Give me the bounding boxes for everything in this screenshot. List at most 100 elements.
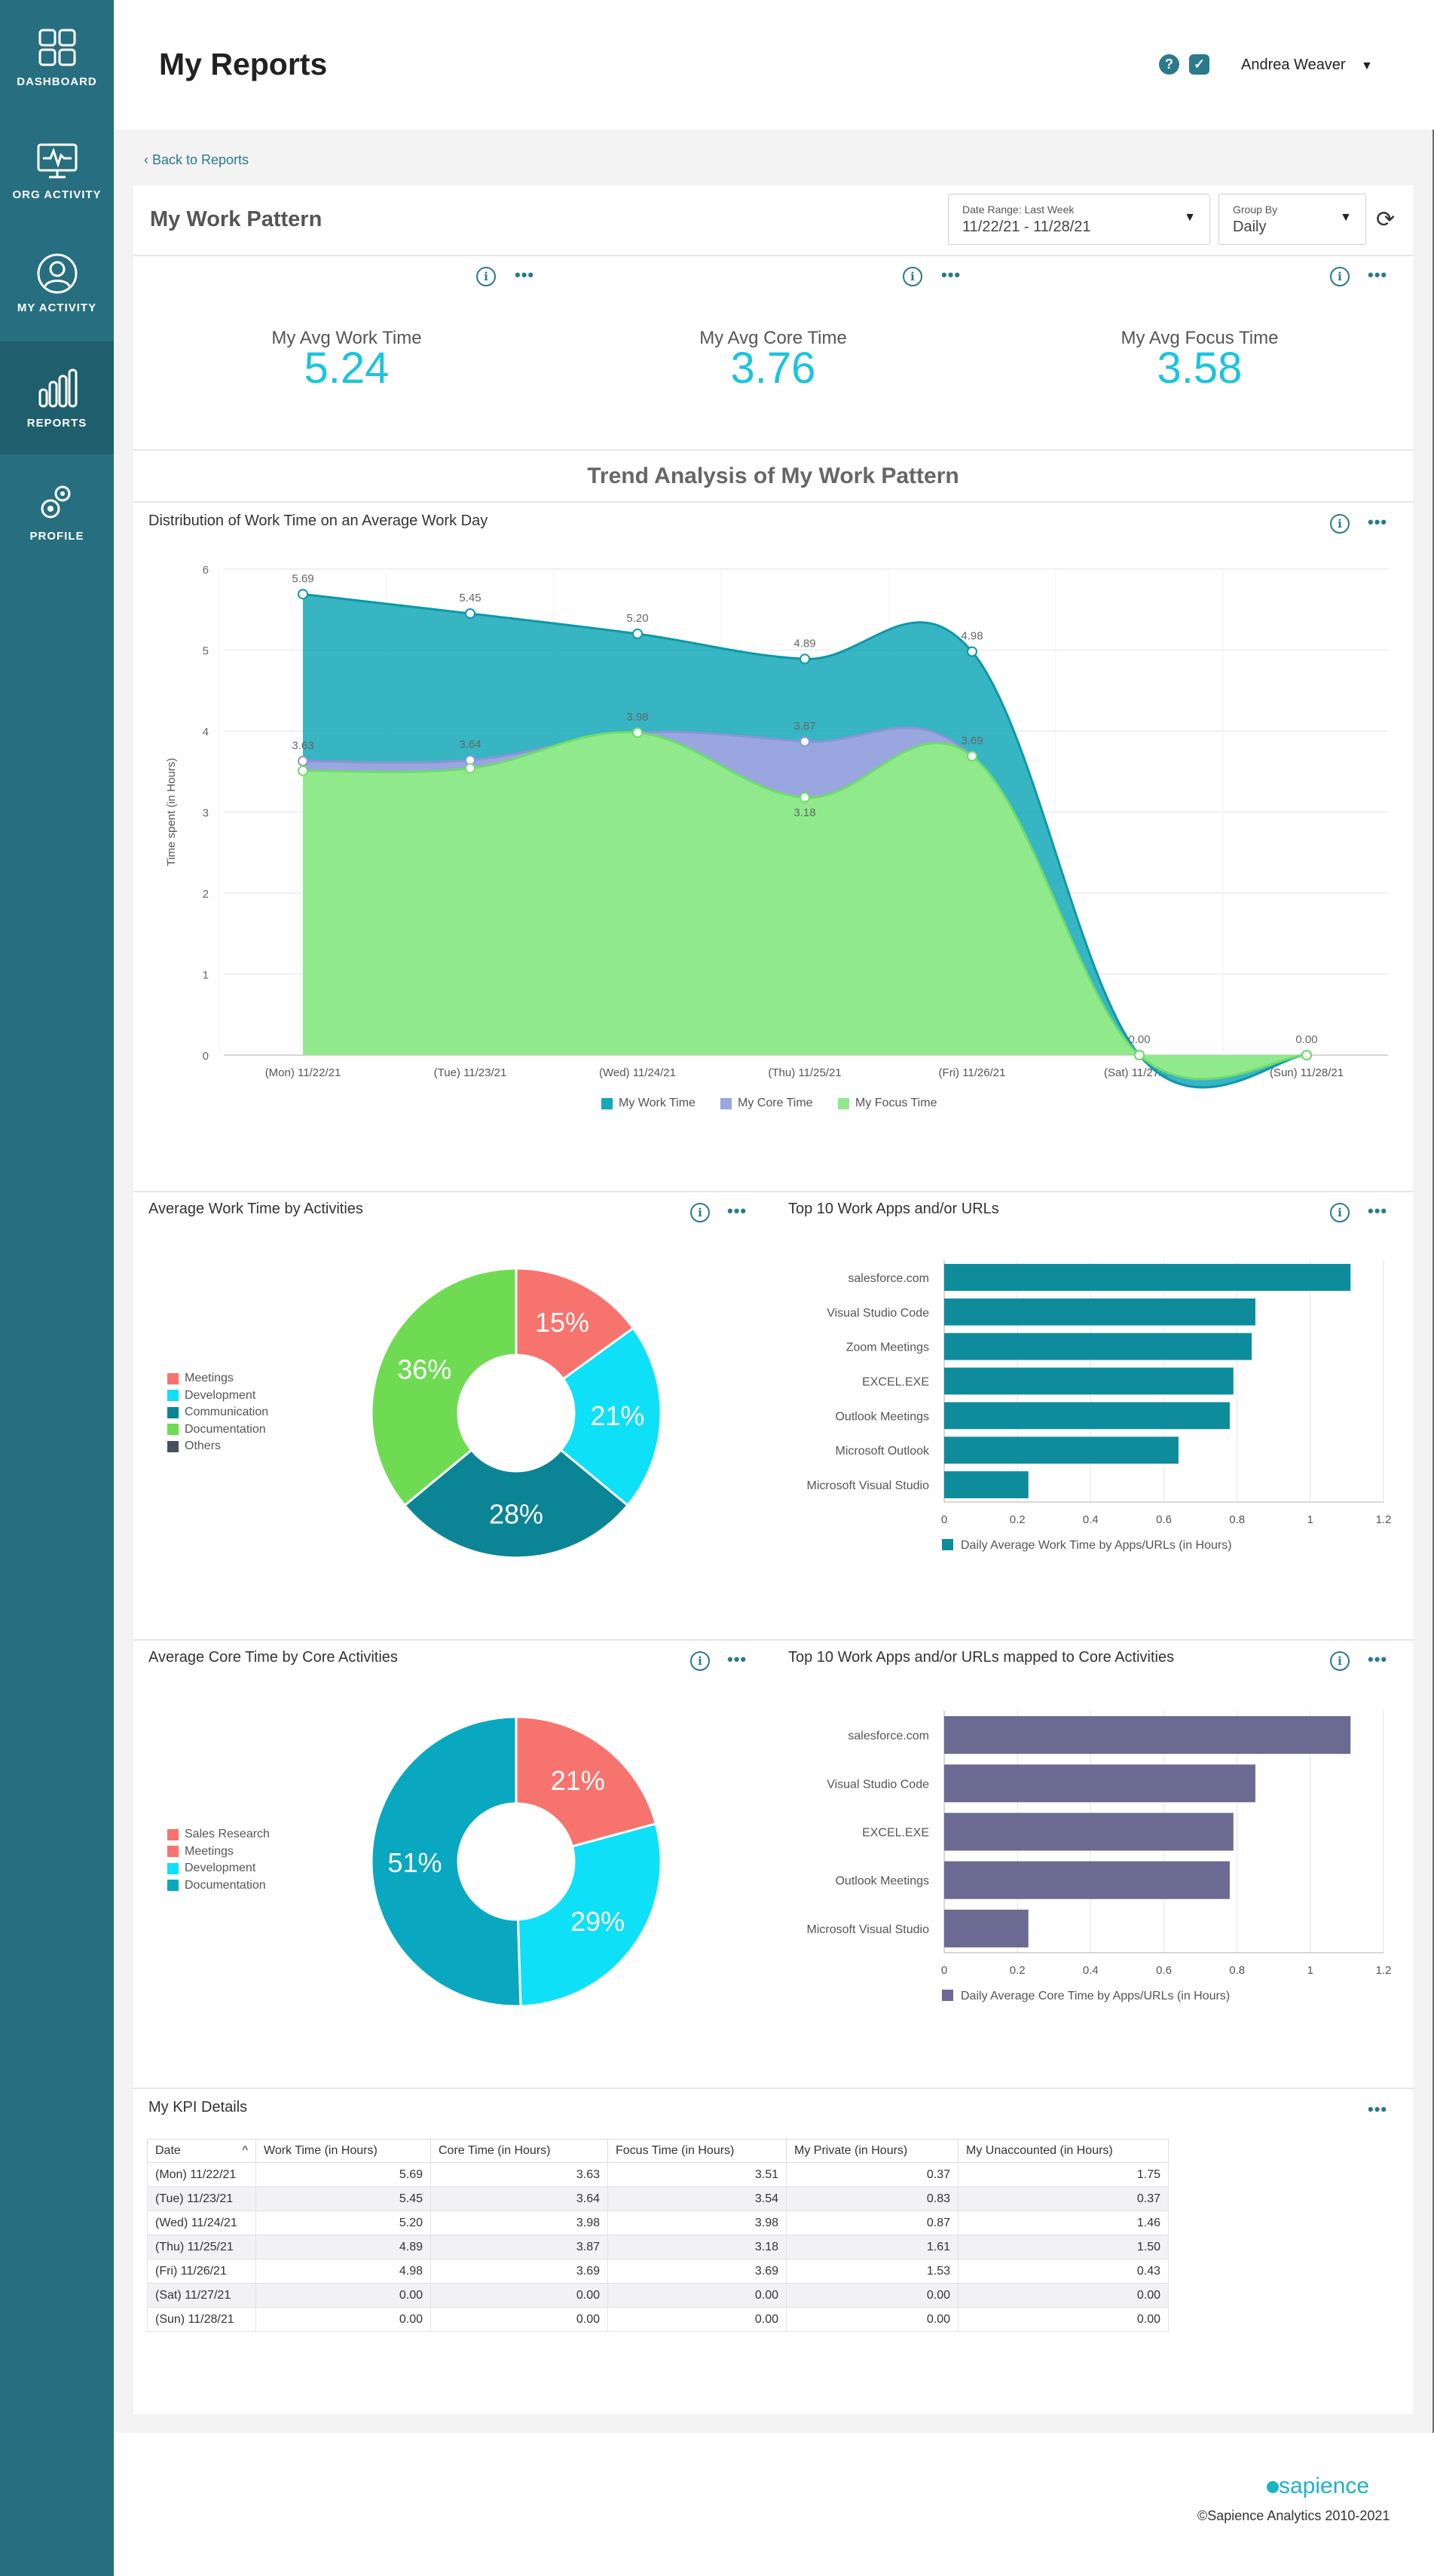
data-label: 5.20 [626,612,648,625]
legend-swatch [942,1990,953,2001]
legend-item[interactable]: Development [167,1389,255,1403]
table-cell: 0.00 [255,2307,431,2332]
column-header[interactable]: My Unaccounted (in Hours) [958,2139,1169,2163]
table-cell: 0.87 [786,2210,959,2235]
more-icon[interactable]: ••• [1368,512,1388,531]
data-label: 0.00 [1128,1033,1150,1046]
column-header[interactable]: Core Time (in Hours) [430,2139,608,2163]
table-header-row: Date ^ Work Time (in Hours) Core Time (in… [147,2139,1169,2163]
sidebar-item-reports[interactable]: REPORTS [0,341,114,454]
legend-item[interactable]: Sales Research [167,1828,270,1841]
sidebar-item-label: PROFILE [29,529,84,543]
legend-swatch [720,1097,732,1109]
column-header[interactable]: My Private (in Hours) [786,2139,959,2163]
column-header-date[interactable]: Date ^ [147,2139,256,2163]
data-label: 5.45 [459,592,481,604]
more-icon[interactable]: ••• [1368,2100,1388,2119]
table-cell: 3.98 [430,2210,608,2235]
legend-item[interactable]: My Focus Time [838,1097,937,1110]
table-cell: 0.83 [786,2186,959,2211]
more-icon[interactable]: ••• [727,1201,748,1220]
sidebar-item-org-activity[interactable]: ORG ACTIVITY [0,113,114,226]
x-tick-label: 0 [941,1513,947,1526]
legend-label: Development [185,1388,256,1402]
legend-label: My Work Time [619,1097,696,1109]
category-label: Microsoft Outlook [836,1445,930,1458]
trend-title: Trend Analysis of My Work Pattern [587,463,959,488]
table-cell: 5.20 [255,2210,431,2235]
date-range-select[interactable]: Date Range: Last Week 11/22/21 - 11/28/2… [948,194,1210,245]
x-tick-label: 1.2 [1376,1964,1392,1977]
group-by-select[interactable]: Group By Daily ▼ [1218,194,1366,245]
column-header[interactable]: Work Time (in Hours) [255,2139,431,2163]
caret-down-icon[interactable]: ▼ [1361,60,1373,72]
slice-label: 15% [535,1307,589,1338]
area-focus-time [303,732,1307,1079]
table-cell: 3.63 [430,2162,608,2187]
shield-icon[interactable]: ✓ [1189,54,1209,75]
table-cell: 0.37 [786,2162,959,2187]
legend-item[interactable]: Communication [167,1406,268,1419]
brand-logo: sapience [1279,2474,1370,2498]
core-activities-donut-chart: 21% 29% 51% [370,1715,662,2008]
legend-label: Daily Average Work Time by Apps/URLs (in… [961,1539,1232,1552]
legend-item[interactable]: Documentation [167,1423,266,1436]
table-cell: 0.00 [786,2283,959,2308]
more-icon[interactable]: ••• [941,265,962,284]
legend-item[interactable]: Meetings [167,1845,234,1859]
info-icon[interactable]: i [690,1651,710,1671]
more-icon[interactable]: ••• [1368,1201,1388,1220]
sidebar-item-my-activity[interactable]: MY ACTIVITY [0,226,114,339]
kpi-label: My Avg Core Time [699,328,847,348]
data-point [967,646,977,657]
sidebar-item-label: MY ACTIVITY [17,301,97,314]
data-label: 3.64 [459,739,481,751]
legend-item[interactable]: Meetings [167,1372,234,1385]
sidebar-item-dashboard[interactable]: DASHBOARD [0,0,114,113]
info-icon[interactable]: i [1330,1651,1350,1671]
slice-label: 51% [387,1847,442,1878]
info-icon[interactable]: i [690,1203,710,1222]
divider [133,255,1413,256]
legend-item[interactable]: My Core Time [720,1097,813,1110]
bar [944,1436,1179,1464]
legend-item[interactable]: Documentation [167,1879,266,1892]
x-tick-label: 1.2 [1376,1513,1392,1526]
data-point [298,765,308,776]
info-icon[interactable]: i [1330,267,1350,286]
legend-item[interactable]: Others [167,1439,221,1453]
sidebar-item-profile[interactable]: PROFILE [0,454,114,568]
more-icon[interactable]: ••• [727,1650,748,1669]
data-point [632,629,643,639]
sidebar-item-label: REPORTS [26,416,87,430]
legend-swatch [167,1440,179,1452]
more-icon[interactable]: ••• [515,265,535,284]
info-icon[interactable]: i [476,267,496,286]
info-icon[interactable]: i [1330,1203,1350,1222]
slice-label: 21% [551,1765,605,1796]
sort-asc-icon[interactable]: ^ [242,2144,248,2157]
user-icon [37,253,77,293]
legend-item[interactable]: Development [167,1862,255,1875]
legend-item[interactable]: My Work Time [601,1097,696,1110]
info-icon[interactable]: i [903,267,922,286]
column-header[interactable]: Focus Time (in Hours) [607,2139,787,2163]
more-icon[interactable]: ••• [1368,1650,1388,1669]
bar [944,1367,1234,1395]
refresh-icon[interactable]: ⟳ [1376,207,1396,232]
caret-down-icon: ▼ [1340,211,1352,224]
divider [133,1191,1413,1192]
table-cell: 3.98 [607,2210,787,2235]
info-icon[interactable]: i [1330,514,1350,534]
kpi-value: 3.76 [730,344,816,393]
user-menu[interactable]: Andrea Weaver [1241,57,1346,73]
legend-swatch [167,1372,179,1384]
category-label: Visual Studio Code [827,1778,929,1791]
more-icon[interactable]: ••• [1368,265,1388,284]
slice-label: 36% [397,1354,451,1385]
help-icon[interactable]: ? [1159,54,1179,75]
back-to-reports-link[interactable]: ‹ Back to Reports [144,152,249,167]
legend-label: Meetings [185,1372,234,1384]
category-label: EXCEL.EXE [862,1376,929,1389]
x-tick-label: 0.6 [1156,1513,1172,1526]
